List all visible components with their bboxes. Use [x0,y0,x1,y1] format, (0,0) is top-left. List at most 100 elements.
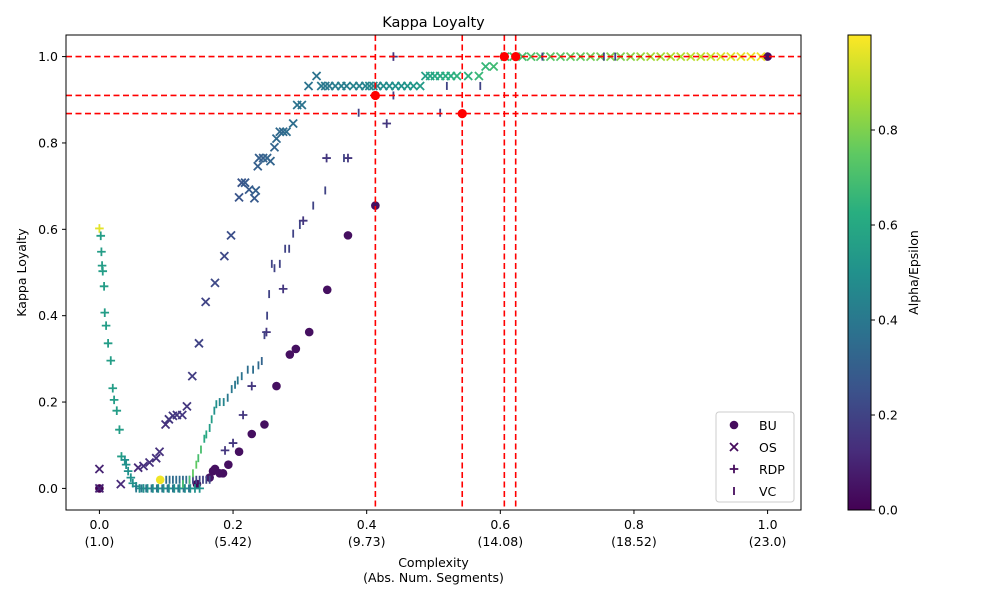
data-point-os [526,51,536,62]
data-point-os [177,410,187,420]
data-point-os [253,161,263,171]
data-point-os [716,51,726,62]
data-point-bu [272,381,281,391]
data-point-os [154,447,165,457]
data-point-os [408,81,419,91]
data-point-os [288,118,298,129]
colorbar-tick-label: 0.2 [878,408,898,423]
data-point-rdp [195,484,204,493]
x-tick-sublabel: (23.0) [749,534,787,549]
data-point-os [281,127,292,137]
data-point-os [254,153,264,163]
data-point-rdp [103,339,113,348]
data-point-rdp [228,438,238,448]
y-tick-label: 1.0 [38,49,58,64]
data-point-rdp [115,425,124,434]
x-tick-label: 0.2 [223,517,243,532]
legend-label-os: OS [759,440,777,455]
highlight-point [370,90,380,101]
data-point-os [303,81,314,91]
colorbar-tick-label: 0.6 [878,218,898,233]
data-point-bu [247,429,257,439]
data-point-os [94,464,105,474]
x-tick-sublabel: (14.08) [478,534,524,549]
y-axis-label: Kappa Loyalty [14,228,29,317]
data-point-os [249,193,260,203]
data-point-os [726,51,736,62]
x-tick-label: 0.4 [357,517,377,532]
data-point-os [686,51,696,62]
data-point-bu [763,52,772,61]
marks-layer [94,51,772,494]
data-point-os [275,127,285,137]
data-point-os [240,178,250,188]
highlight-point [511,51,521,62]
colorbar-label: Alpha/Epsilon [906,230,921,315]
data-point-bu [291,344,301,354]
x-tick-sublabel: (5.42) [214,534,252,549]
data-point-bu [322,285,332,295]
colorbar-tick-label: 0.0 [878,503,898,518]
data-point-rdp [220,446,230,455]
data-point-os [144,457,155,468]
data-point-bu [155,475,165,485]
data-point-rdp [278,284,288,294]
data-point-bu [224,460,233,469]
highlight-point [499,51,509,62]
data-point-os [341,81,352,91]
colorbar [847,34,872,511]
legend-label-vc: VC [759,484,777,499]
data-point-os [251,185,261,196]
data-point-rdp [238,410,248,420]
data-point-os [452,71,462,81]
data-point-rdp [322,153,331,163]
y-axis: 0.0 0.2 0.4 0.6 0.8 1.0 [38,49,66,496]
data-point-os [258,153,268,163]
data-point-rdp [262,327,271,337]
data-point-bu [234,447,244,457]
data-point-rdp [121,460,131,469]
legend-marker-bu [729,420,739,430]
legend-marker-rdp [729,464,739,474]
x-tick-sublabel: (9.73) [348,534,386,549]
data-point-os [706,51,716,62]
data-point-os [269,142,280,152]
data-point-os [116,479,126,489]
y-tick-label: 0.0 [38,481,58,496]
data-point-bu [260,420,269,429]
x-axis: 0.0 (1.0) 0.2 (5.42) 0.4 (9.73) 0.6 (14.08) 0.8 (… [85,510,787,549]
x-tick-sublabel: (1.0) [85,534,115,549]
data-point-rdp [97,247,106,257]
data-point-os [151,453,161,463]
x-tick-sublabel: (18.52) [611,534,657,549]
legend-marker-os [729,442,739,452]
x-tick-label: 0.0 [89,517,109,532]
colorbar-tick-label: 0.4 [878,313,898,328]
data-point-rdp [126,473,136,482]
data-point-os [201,297,211,307]
data-point-rdp [108,383,118,393]
data-point-os [278,127,288,137]
data-point-rdp [298,216,308,225]
data-point-os [320,81,330,91]
data-point-os [182,401,192,412]
chart-title: Kappa Loyalty [382,15,485,31]
x-tick-label: 1.0 [758,517,778,532]
data-point-os [210,278,220,288]
data-point-rdp [99,282,109,291]
data-point-os [474,71,484,81]
data-point-bu [304,327,314,337]
data-point-os [94,483,105,494]
data-point-os [265,156,276,166]
legend-box [715,411,795,503]
data-point-rdp [343,153,353,163]
highlight-point [457,108,467,119]
data-point-os [133,463,143,473]
x-tick-label: 0.8 [624,517,644,532]
data-point-os [187,371,197,381]
y-tick-label: 0.6 [38,222,58,237]
data-point-bu [343,231,353,240]
data-point-os [545,51,556,62]
data-point-rdp [109,395,119,405]
reference-lines [66,35,801,510]
